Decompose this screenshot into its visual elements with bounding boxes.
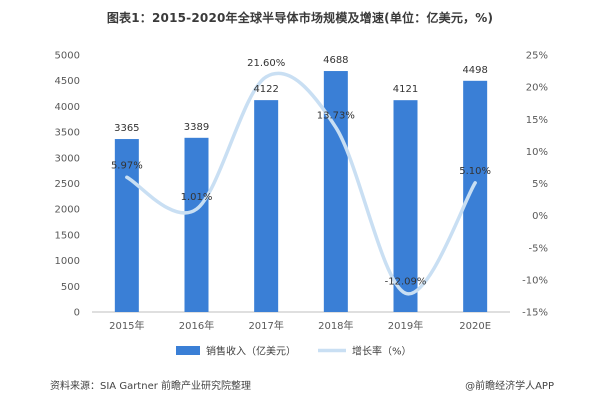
y-right-tick-label: 0% xyxy=(532,211,548,222)
y-right-tick-label: 10% xyxy=(526,147,548,158)
line-value-label: 1.01% xyxy=(181,192,213,203)
y-left-tick-label: 2500 xyxy=(55,179,80,190)
legend-label-bar: 销售收入（亿美元） xyxy=(206,345,296,358)
y-right-tick-label: -5% xyxy=(529,243,548,254)
bar xyxy=(254,100,279,312)
x-tick-label: 2016年 xyxy=(179,319,214,332)
growth-line xyxy=(125,71,477,296)
legend-swatch-bar xyxy=(176,346,200,355)
line-value-label: 21.60% xyxy=(247,58,285,69)
y-left-tick-label: 4500 xyxy=(55,76,80,87)
y-left-tick-label: 5000 xyxy=(55,51,80,62)
line-value-label: 5.97% xyxy=(111,160,143,171)
chart-title: 图表1：2015-2020年全球半导体市场规模及增速(单位：亿美元，%) xyxy=(106,11,494,25)
bar xyxy=(323,71,348,312)
y-right-tick-label: -15% xyxy=(522,308,548,319)
y-right-tick-label: 15% xyxy=(526,115,548,126)
y-left-tick-label: 0 xyxy=(74,308,80,319)
bar-value-label: 4688 xyxy=(323,55,348,66)
bar-value-label: 3365 xyxy=(114,123,139,134)
source-note: 资料来源：SIA Gartner 前瞻产业研究院整理 xyxy=(50,381,252,392)
y-left-tick-label: 1500 xyxy=(55,230,80,241)
y-left-tick-label: 500 xyxy=(61,282,80,293)
y-left-tick-label: 3500 xyxy=(55,128,80,139)
y-left-tick-label: 4000 xyxy=(55,102,80,113)
bar xyxy=(184,137,209,312)
bar-value-label: 4121 xyxy=(393,84,418,95)
legend-label-line: 增长率（%） xyxy=(352,345,412,358)
line-value-label: 5.10% xyxy=(459,166,491,177)
bar-value-label: 4498 xyxy=(462,65,487,76)
y-left-tick-label: 3000 xyxy=(55,153,80,164)
bar xyxy=(393,100,418,312)
x-tick-label: 2015年 xyxy=(109,319,144,332)
line-value-label: 13.73% xyxy=(317,110,355,121)
line-value-label: -12.09% xyxy=(385,276,427,287)
bar-value-label: 3389 xyxy=(184,122,209,133)
y-right-tick-label: 20% xyxy=(526,83,548,94)
bar xyxy=(114,139,139,312)
brand-label: @前瞻经济学人APP xyxy=(465,381,554,392)
y-left-tick-label: 1000 xyxy=(55,256,80,267)
y-right-tick-label: 5% xyxy=(532,179,548,190)
x-tick-label: 2017年 xyxy=(248,319,283,332)
x-tick-label: 2019年 xyxy=(388,319,423,332)
x-tick-label: 2020E xyxy=(459,321,491,332)
y-left-tick-label: 2000 xyxy=(55,205,80,216)
bar-value-label: 4122 xyxy=(253,84,278,95)
y-right-tick-label: 25% xyxy=(526,51,548,62)
y-right-tick-label: -10% xyxy=(522,275,548,286)
x-tick-label: 2018年 xyxy=(318,319,353,332)
